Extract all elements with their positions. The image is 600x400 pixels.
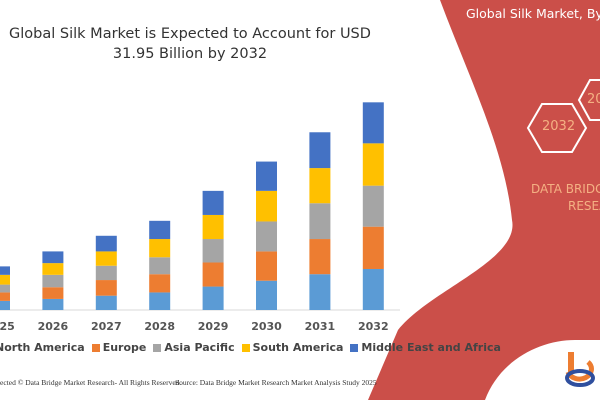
legend-label: North America (0, 341, 85, 354)
brand-text-line1: DATA BRIDG (531, 182, 600, 196)
bar-segment-2031-3 (309, 168, 331, 204)
x-tick-label: 2029 (198, 320, 229, 333)
bar-segment-2030-1 (256, 251, 277, 281)
bar-segment-2028-0 (149, 292, 171, 310)
bar-segment-2027-1 (95, 280, 117, 296)
legend-swatch (91, 343, 100, 352)
chart-title: Global Silk Market is Expected to Accoun… (9, 26, 371, 62)
bar-segment-2030-0 (256, 280, 277, 310)
bar-segment-2025-4 (0, 266, 10, 275)
bar-segment-2026-0 (42, 298, 64, 310)
legend-swatch (350, 343, 359, 352)
brand-logo (565, 352, 595, 387)
bar-segment-2029-2 (202, 239, 224, 263)
footer-copyright: ected © Data Bridge Market Research- All… (0, 378, 182, 387)
bar-segment-2031-4 (309, 132, 331, 169)
brand-text-line2: RESEA (568, 199, 600, 213)
bar-segment-2032-0 (362, 268, 384, 310)
bar-segment-2028-1 (149, 274, 171, 293)
hex-label-2032: 2032 (542, 119, 576, 134)
bar-segment-2032-2 (362, 185, 384, 227)
bar-segment-2031-2 (309, 203, 331, 240)
bar-segment-2027-2 (95, 265, 117, 281)
bar-segment-2026-4 (42, 251, 64, 264)
bar-segment-2025-0 (0, 300, 10, 310)
legend-item: Middle East and Africa (350, 341, 501, 354)
bar-segment-2030-2 (256, 221, 277, 252)
bar-segment-2026-1 (42, 287, 64, 299)
legend-item: North America (0, 341, 85, 354)
bar-segment-2025-1 (0, 292, 10, 301)
legend-label: South America (252, 341, 344, 354)
right-panel-title: Global Silk Market, By (466, 6, 600, 21)
legend-item: Asia Pacific (153, 341, 235, 354)
bar-segment-2025-3 (0, 274, 10, 285)
x-tick-label: 2030 (251, 320, 282, 333)
bar-segment-2031-0 (309, 274, 331, 310)
right-red-panel (368, 0, 600, 400)
bar-segment-2029-0 (202, 286, 224, 310)
bar-segment-2026-3 (42, 263, 64, 275)
x-tick-label: 2027 (91, 320, 122, 333)
bar-segment-2028-3 (149, 239, 171, 258)
hex-label-2031: 20 (587, 92, 600, 107)
x-tick-label: 2025 (0, 320, 15, 333)
legend-item: South America (241, 341, 344, 354)
bar-segment-2032-1 (362, 226, 384, 269)
bar-segment-2031-1 (309, 239, 331, 275)
bar-segment-2025-2 (0, 284, 10, 293)
hexagon-2031 (577, 79, 600, 121)
bar-segment-2029-1 (202, 262, 224, 287)
x-tick-label: 2028 (144, 320, 175, 333)
bar-segment-2026-2 (42, 274, 64, 288)
legend-swatch (241, 343, 250, 352)
footer-source: Source: Data Bridge Market Research Mark… (175, 378, 377, 387)
bar-segment-2030-4 (256, 161, 277, 191)
bar-segment-2029-3 (202, 214, 224, 240)
legend-swatch (153, 343, 162, 352)
bar-segment-2027-4 (95, 235, 117, 252)
legend-item: Europe (91, 341, 147, 354)
bar-segment-2027-0 (95, 295, 117, 310)
x-tick-label: 2026 (38, 320, 69, 333)
x-tick-label: 2032 (358, 320, 389, 333)
bar-segment-2028-4 (149, 220, 171, 240)
bar-segment-2029-4 (202, 190, 224, 215)
legend: North America Europe Asia Pacific South Ame… (0, 341, 501, 354)
bar-segment-2028-2 (149, 257, 171, 275)
x-tick-label: 2031 (305, 320, 336, 333)
bar-segment-2032-3 (362, 143, 384, 186)
hexagon-2032 (526, 103, 588, 153)
legend-label: Middle East and Africa (361, 341, 501, 354)
legend-label: Asia Pacific (164, 341, 235, 354)
bar-segment-2027-3 (95, 251, 117, 266)
legend-label: Europe (102, 341, 147, 354)
bar-segment-2032-4 (362, 102, 384, 144)
bar-segment-2030-3 (256, 190, 277, 222)
